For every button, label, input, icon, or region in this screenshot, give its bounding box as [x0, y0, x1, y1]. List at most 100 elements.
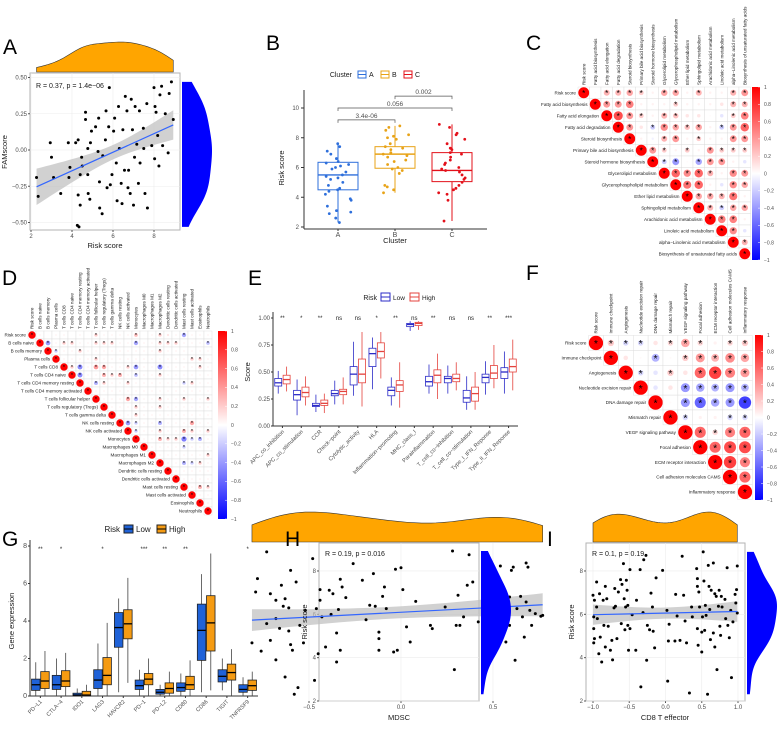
- box-low: [387, 386, 396, 397]
- column-label: Biosynthesis of unsaturated fatty acids: [742, 6, 747, 85]
- x-tick-label: APC_co_inhibition: [249, 429, 286, 466]
- data-point: [107, 86, 111, 90]
- significance-star: *: [743, 443, 747, 454]
- data-point: [602, 623, 606, 627]
- jitter-point: [335, 209, 338, 213]
- panel-b-boxplot: 2 4 6 8 10 A A B B C C 3.4e-06 0.056 0.002: [292, 70, 487, 239]
- column-label: Linoleic acid metabolism: [719, 35, 724, 85]
- jitter-point: [389, 151, 393, 155]
- y-tick-label: 0.75: [258, 343, 270, 349]
- significance-label: **: [183, 547, 188, 553]
- jitter-point: [327, 189, 331, 193]
- right-density: [481, 551, 511, 695]
- corr-circle: [119, 406, 121, 408]
- significance-star: *: [686, 169, 689, 178]
- data-point: [526, 565, 530, 569]
- corr-circle: [741, 135, 749, 143]
- corr-circle: [199, 390, 201, 392]
- corr-circle: [103, 334, 105, 336]
- data-point: [265, 622, 269, 626]
- significance-star: *: [135, 405, 138, 411]
- significance-label: ***: [505, 316, 513, 322]
- column-label: Fatty acid biosynthesis: [593, 38, 598, 85]
- significance-star: *: [713, 458, 717, 469]
- corr-circle: [206, 429, 210, 433]
- corr-circle: [175, 446, 177, 448]
- corr-circle: [707, 170, 714, 177]
- corr-circle: [653, 340, 658, 346]
- corr-circle: [166, 437, 170, 441]
- significance-star: *: [159, 341, 162, 347]
- corr-circle: [729, 169, 737, 177]
- row-label: VEGF signaling pathway: [626, 430, 677, 435]
- significance-star: *: [686, 192, 689, 201]
- significance-star: *: [720, 227, 723, 236]
- row-label: Inflammatory response: [689, 490, 736, 495]
- significance-star: *: [651, 146, 654, 155]
- data-point: [150, 144, 154, 148]
- box-high: [433, 369, 442, 384]
- column-label: Cell adhesion molecules CAMS: [728, 269, 733, 333]
- data-point: [94, 125, 98, 129]
- box-low: [443, 375, 452, 384]
- row-label: T cells regulatory (Tregs): [47, 405, 98, 410]
- corr-circle: [110, 373, 114, 377]
- significance-star: *: [628, 100, 631, 109]
- corr-circle: [720, 91, 723, 94]
- significance-star: *: [191, 493, 194, 499]
- row-label: Risk score: [555, 90, 577, 95]
- corr-circle: [199, 374, 201, 376]
- significance-star: *: [698, 443, 702, 454]
- data-point: [66, 141, 70, 145]
- corr-circle: [686, 103, 689, 106]
- corr-circle: [661, 89, 668, 96]
- panel-a-xlabel: Risk score: [87, 241, 122, 250]
- column-label: Mast cells resting: [182, 293, 187, 329]
- jitter-point: [394, 137, 398, 141]
- box-low: [196, 603, 207, 661]
- corr-circle: [94, 357, 98, 361]
- significance-star: *: [207, 453, 210, 459]
- colorbar-tick-label: −0.8: [231, 498, 241, 504]
- corr-circle: [727, 414, 733, 421]
- corr-circle: [148, 451, 156, 459]
- colorbar-tick-label: −0.6: [764, 223, 774, 229]
- corr-circle: [175, 390, 177, 392]
- data-point: [104, 109, 108, 113]
- corr-circle: [157, 436, 163, 442]
- data-point: [623, 628, 627, 632]
- significance-star: *: [697, 89, 700, 98]
- corr-circle: [651, 114, 654, 117]
- row-label: Arachidonic acid metabolism: [644, 217, 703, 222]
- panel-letter-b: B: [266, 32, 280, 55]
- significance-star: *: [732, 135, 735, 144]
- data-point: [156, 134, 160, 137]
- box-low: [93, 669, 103, 689]
- colorbar-tick-label: 0.8: [231, 348, 238, 354]
- data-point: [735, 611, 739, 615]
- corr-circle: [684, 147, 690, 153]
- corr-circle: [102, 341, 106, 345]
- corr-circle: [686, 137, 689, 140]
- significance-star: *: [709, 204, 712, 213]
- data-point: [598, 592, 602, 596]
- corr-circle: [741, 383, 749, 392]
- data-point: [697, 590, 701, 594]
- corr-circle: [661, 147, 667, 153]
- panel-h-annotation: R = 0.19, p = 0.016: [325, 551, 385, 558]
- corr-circle: [601, 110, 613, 122]
- corr-circle: [196, 499, 204, 507]
- significance-star: *: [63, 341, 66, 347]
- data-point: [595, 580, 599, 584]
- corr-circle: [729, 123, 737, 131]
- corr-circle: [720, 137, 723, 140]
- data-point: [595, 605, 599, 609]
- corr-circle: [695, 353, 705, 363]
- data-point: [471, 580, 475, 584]
- data-point: [605, 597, 609, 601]
- data-point: [110, 173, 114, 177]
- significance-star: *: [728, 369, 732, 380]
- corr-circle: [198, 365, 202, 369]
- jitter-point: [460, 152, 463, 156]
- data-point: [105, 186, 109, 190]
